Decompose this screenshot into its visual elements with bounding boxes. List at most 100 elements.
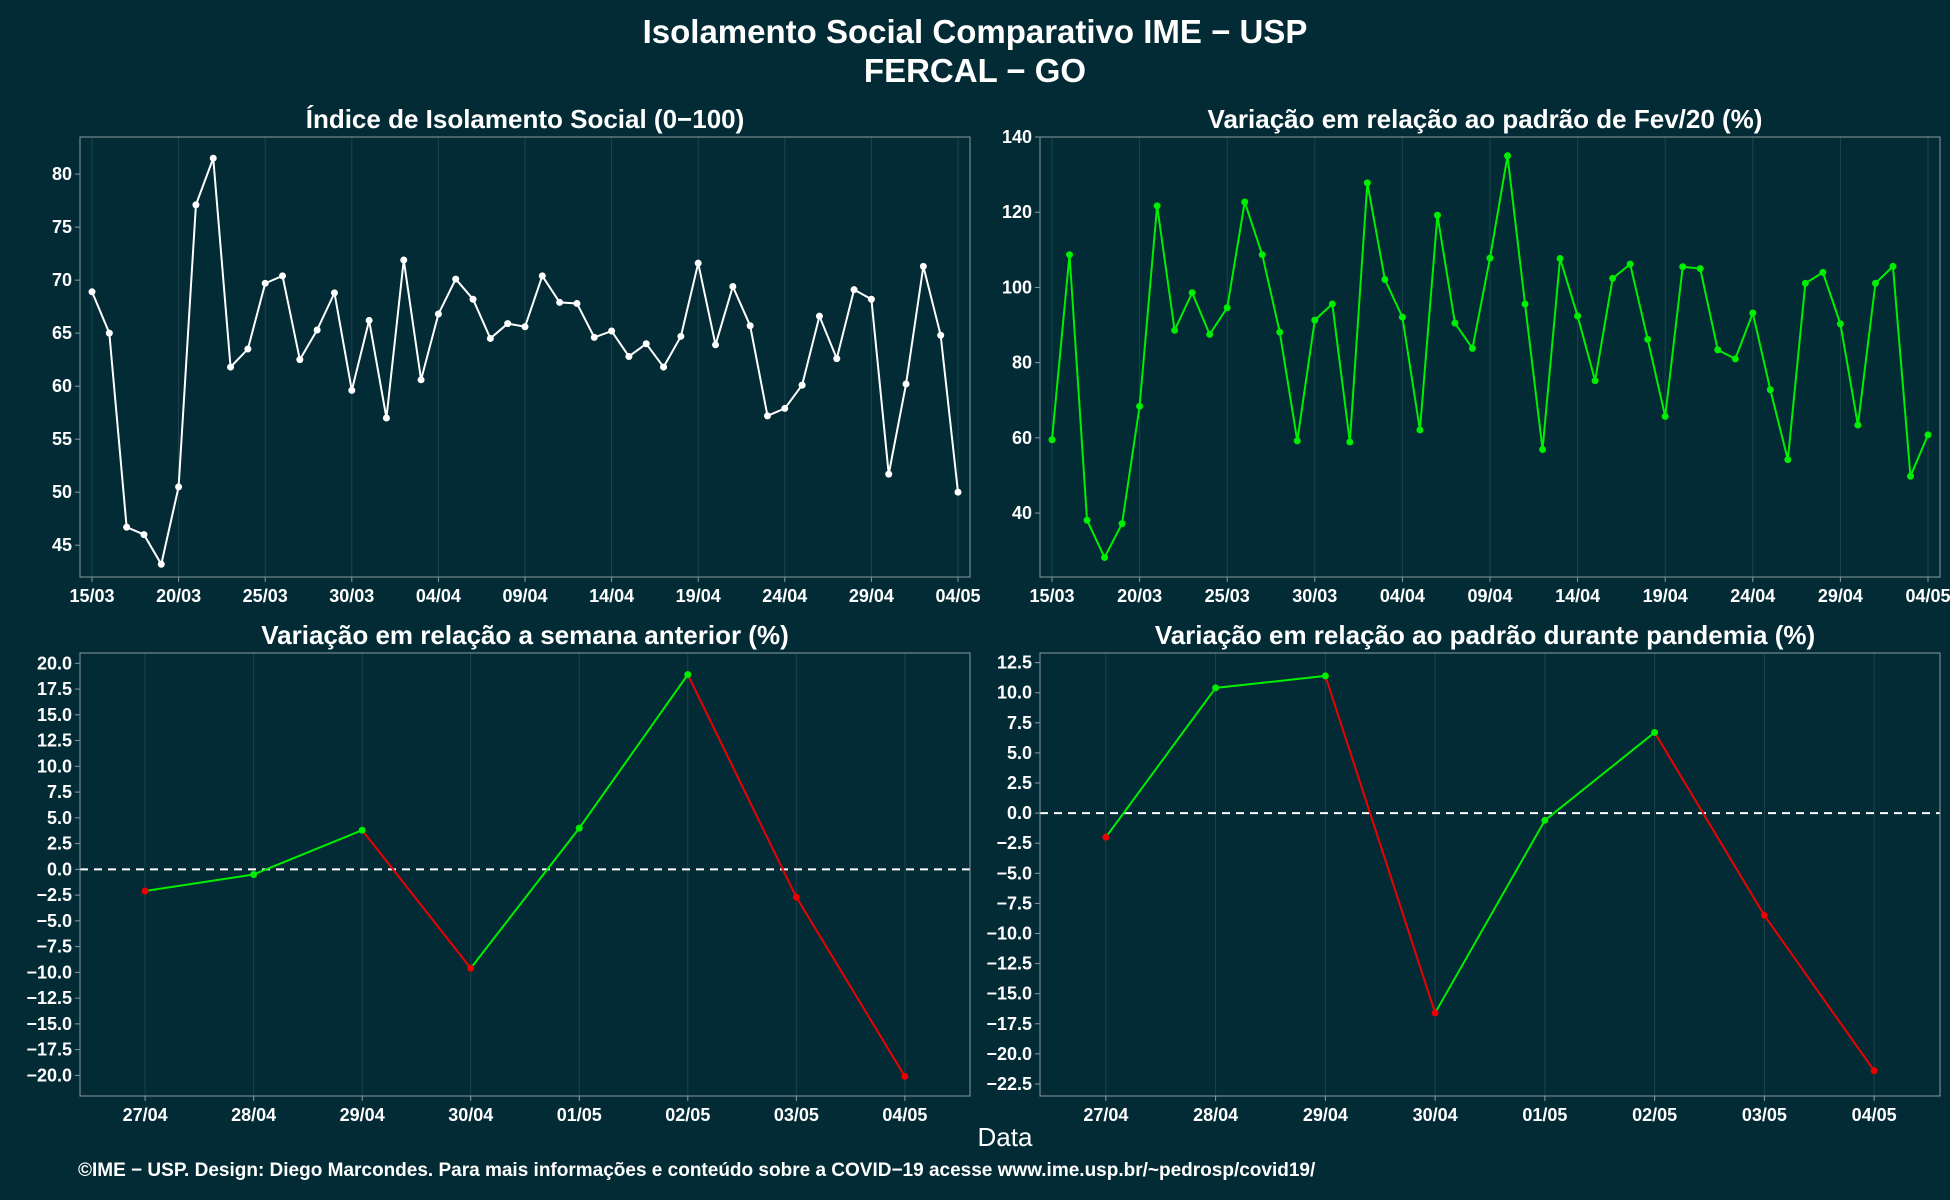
data-point (1651, 728, 1659, 736)
x-tick-label: 01/05 (557, 1105, 602, 1125)
data-point (538, 272, 546, 280)
x-tick-label: 28/04 (1193, 1105, 1238, 1125)
panel-variacao-fev20: Variação em relação ao padrão de Fev/20 … (1002, 104, 1950, 606)
x-tick-label: 30/04 (1413, 1105, 1458, 1125)
y-tick-label: 7.5 (1007, 713, 1032, 733)
x-tick-label: 09/04 (502, 586, 547, 606)
data-point (382, 414, 390, 422)
y-tick-label: 70 (52, 270, 72, 290)
data-point (954, 488, 962, 496)
main-subtitle: FERCAL − GO (864, 52, 1086, 89)
y-tick-label: −5.0 (36, 911, 72, 931)
y-tick-label: −7.5 (36, 937, 72, 957)
data-point (140, 531, 148, 539)
y-tick-label: 5.0 (1007, 743, 1032, 763)
data-point (694, 259, 702, 267)
x-tick-label: 15/03 (1029, 586, 1074, 606)
y-tick-label: 60 (52, 376, 72, 396)
data-point (746, 322, 754, 330)
data-point (192, 201, 200, 209)
y-tick-label: 20.0 (37, 653, 72, 673)
data-point (296, 356, 304, 364)
y-tick-label: 0.0 (47, 859, 72, 879)
data-point (1556, 254, 1564, 262)
data-point (1749, 309, 1757, 317)
data-point (504, 320, 512, 328)
x-tick-label: 24/04 (762, 586, 807, 606)
data-point (781, 404, 789, 412)
series-segment (795, 896, 906, 1077)
x-tick-label: 02/05 (1632, 1105, 1677, 1125)
data-point (157, 560, 165, 568)
data-point (105, 329, 113, 337)
data-point (1102, 833, 1110, 841)
data-point (573, 299, 581, 307)
data-point (261, 279, 269, 287)
data-point (1541, 816, 1549, 824)
data-point (1539, 446, 1547, 454)
data-point (1644, 335, 1652, 343)
y-tick-label: 10.0 (997, 683, 1032, 703)
data-point (175, 483, 183, 491)
series-segment (1324, 675, 1437, 1014)
data-point (1760, 911, 1768, 919)
data-point (1714, 346, 1722, 354)
y-tick-label: −5.0 (996, 863, 1032, 883)
data-point (608, 327, 616, 335)
x-tick-label: 01/05 (1522, 1105, 1567, 1125)
x-tick-label: 30/03 (1292, 586, 1337, 606)
data-point (660, 363, 668, 371)
y-tick-label: −17.5 (26, 1040, 72, 1060)
series-segment (253, 829, 363, 876)
data-point (1574, 312, 1582, 320)
data-point (1276, 328, 1284, 336)
data-point (1321, 672, 1329, 680)
data-point (1889, 262, 1897, 270)
data-point (1486, 254, 1494, 262)
y-tick-label: 10.0 (37, 756, 72, 776)
y-tick-label: 12.5 (37, 731, 72, 751)
x-tick-label: 27/04 (1083, 1105, 1128, 1125)
data-point (885, 470, 893, 478)
data-point (1381, 276, 1389, 284)
data-point (417, 376, 425, 384)
data-point (815, 312, 823, 320)
data-point (1431, 1009, 1439, 1017)
series-segment (1434, 819, 1546, 1014)
data-point (1258, 251, 1266, 259)
data-point (1819, 268, 1827, 276)
y-tick-label: 120 (1002, 202, 1032, 222)
data-point (1328, 300, 1336, 308)
data-point (1870, 1067, 1878, 1075)
data-point (1083, 516, 1091, 524)
y-tick-label: −20.0 (26, 1065, 72, 1085)
data-point (209, 154, 217, 162)
x-tick-label: 03/05 (774, 1105, 819, 1125)
y-tick-label: −15.0 (986, 984, 1032, 1004)
y-tick-label: −2.5 (36, 885, 72, 905)
data-point (798, 381, 806, 389)
data-point (1731, 355, 1739, 363)
data-point (833, 355, 841, 363)
x-tick-label: 29/04 (1303, 1105, 1348, 1125)
data-point (1171, 326, 1179, 334)
data-point (244, 345, 252, 353)
data-point (123, 523, 131, 531)
data-point (486, 334, 494, 342)
series-segment (1653, 731, 1766, 916)
data-point (937, 331, 945, 339)
data-point (1048, 436, 1056, 444)
main-title: Isolamento Social Comparativo IME − USP (643, 13, 1308, 50)
series-segment (361, 829, 472, 969)
data-point (521, 323, 529, 331)
x-tick-label: 20/03 (156, 586, 201, 606)
x-tick-label: 04/04 (1380, 586, 1425, 606)
panel-variacao-semana-anterior: Variação em relação a semana anterior (%… (26, 620, 971, 1125)
y-tick-label: 2.5 (1007, 773, 1032, 793)
plot-frame (79, 652, 971, 1097)
series-segment (469, 827, 581, 969)
x-tick-label: 04/05 (935, 586, 980, 606)
plot-frame (1039, 652, 1941, 1097)
data-point (452, 275, 460, 283)
data-point (1854, 421, 1862, 429)
